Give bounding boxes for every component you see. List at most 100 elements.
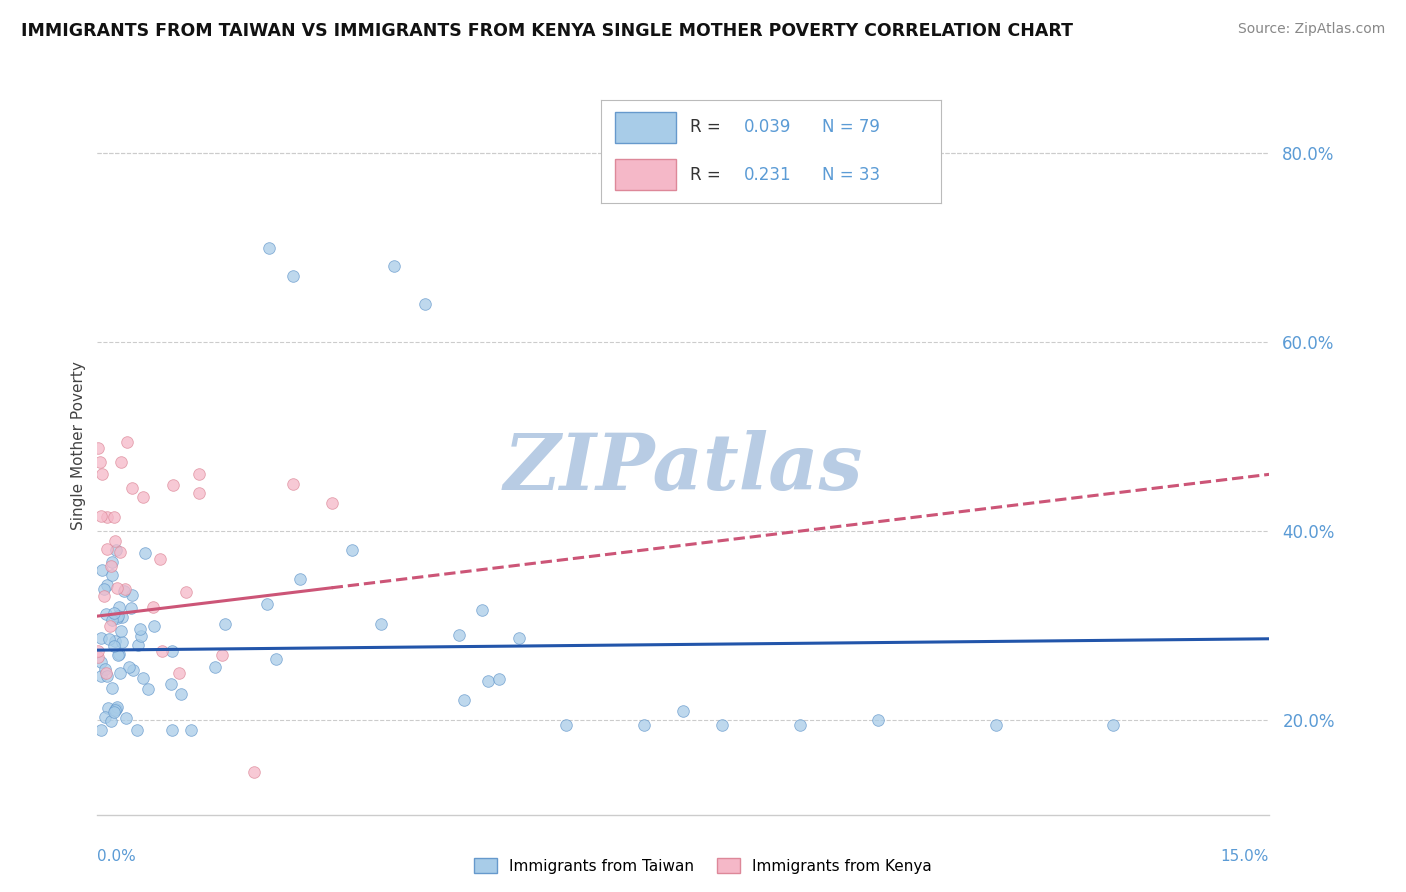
Point [94, 665, 117, 680]
Point [170, 687, 193, 701]
Text: ZIPatlas: ZIPatlas [503, 430, 863, 507]
Point [103, 706, 125, 720]
Point [174, 585, 197, 599]
Point [162, 478, 184, 492]
Point [101, 567, 124, 582]
Point [672, 704, 695, 718]
Point [214, 617, 236, 632]
Point [90, 656, 112, 670]
Point [134, 546, 156, 560]
Point [105, 610, 128, 624]
Point [115, 435, 138, 450]
Point [100, 714, 122, 729]
Point [114, 582, 136, 597]
Point [120, 600, 142, 615]
Point [471, 603, 494, 617]
Point [87, 442, 110, 456]
Point [110, 455, 132, 469]
Text: IMMIGRANTS FROM TAIWAN VS IMMIGRANTS FROM KENYA SINGLE MOTHER POVERTY CORRELATIO: IMMIGRANTS FROM TAIWAN VS IMMIGRANTS FRO… [21, 22, 1073, 40]
Point [342, 543, 364, 558]
Point [103, 606, 125, 620]
Point [264, 651, 287, 665]
Point [211, 648, 233, 662]
Point [132, 671, 155, 685]
Point [180, 723, 202, 737]
Point [122, 663, 145, 677]
Point [453, 693, 475, 707]
Point [136, 681, 159, 696]
Point [105, 699, 128, 714]
Point [107, 648, 129, 663]
Point [868, 713, 890, 727]
Point [93, 590, 115, 604]
Point [162, 644, 184, 658]
Point [96, 510, 118, 524]
Point [90, 467, 112, 481]
Point [187, 486, 209, 500]
Point [149, 552, 172, 566]
Point [101, 555, 124, 569]
Point [94, 709, 117, 723]
Point [256, 597, 278, 611]
Point [105, 581, 128, 595]
Point [96, 578, 118, 592]
Point [94, 607, 117, 621]
Point [187, 467, 209, 482]
Point [90, 723, 112, 737]
Point [128, 623, 150, 637]
Point [132, 491, 155, 505]
Point [711, 718, 734, 732]
Point [96, 542, 118, 557]
Point [108, 648, 131, 662]
Point [290, 572, 312, 586]
Legend: Immigrants from Taiwan, Immigrants from Kenya: Immigrants from Taiwan, Immigrants from … [468, 852, 938, 880]
Point [281, 476, 304, 491]
Point [93, 582, 115, 597]
Point [118, 660, 141, 674]
Point [370, 616, 392, 631]
Point [150, 644, 173, 658]
Point [281, 268, 304, 283]
Point [104, 534, 127, 549]
Point [108, 600, 131, 615]
Point [129, 629, 152, 643]
Point [447, 628, 470, 642]
Text: Source: ZipAtlas.com: Source: ZipAtlas.com [1237, 22, 1385, 37]
Point [984, 718, 1007, 732]
Point [101, 613, 124, 627]
Point [103, 639, 125, 653]
Point [105, 702, 128, 716]
Point [107, 609, 129, 624]
Point [160, 677, 183, 691]
Point [204, 660, 226, 674]
Point [112, 584, 135, 599]
Point [87, 650, 110, 665]
Point [1101, 718, 1123, 732]
Point [415, 297, 437, 311]
Point [488, 672, 510, 686]
Y-axis label: Single Mother Poverty: Single Mother Poverty [72, 361, 86, 531]
Point [167, 665, 190, 680]
Point [257, 241, 280, 255]
Point [100, 559, 122, 574]
Point [110, 545, 132, 559]
Point [90, 508, 112, 523]
Point [110, 635, 132, 649]
Point [555, 718, 578, 732]
Point [110, 624, 132, 638]
Point [143, 618, 166, 632]
Point [111, 609, 134, 624]
Point [633, 718, 655, 732]
Point [87, 643, 110, 657]
Point [110, 666, 132, 681]
Point [93, 662, 115, 676]
Point [121, 588, 143, 602]
Point [98, 632, 121, 646]
Point [96, 668, 118, 682]
Point [321, 496, 343, 510]
Point [162, 723, 184, 737]
Point [104, 633, 127, 648]
Point [142, 600, 165, 615]
Point [125, 723, 148, 737]
Point [100, 681, 122, 695]
